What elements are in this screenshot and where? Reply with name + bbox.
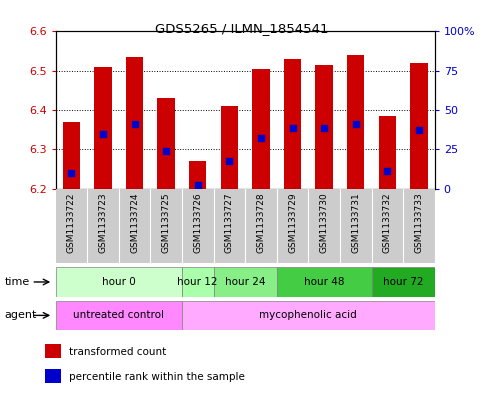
Text: time: time [5, 277, 30, 287]
Text: GSM1133727: GSM1133727 [225, 192, 234, 253]
Text: percentile rank within the sample: percentile rank within the sample [69, 372, 244, 382]
Bar [182, 189, 213, 263]
Text: mycophenolic acid: mycophenolic acid [259, 310, 357, 320]
Text: hour 0: hour 0 [102, 277, 136, 287]
Text: transformed count: transformed count [69, 347, 166, 357]
Bar [189, 161, 206, 189]
Bar [56, 189, 87, 263]
Bar [371, 189, 403, 263]
Bar [126, 57, 143, 189]
Point [320, 125, 328, 131]
Bar [284, 59, 301, 189]
Point [226, 158, 233, 164]
Bar [94, 67, 112, 189]
Text: GSM1133731: GSM1133731 [351, 192, 360, 253]
Bar [252, 69, 270, 189]
Text: GSM1133733: GSM1133733 [414, 192, 424, 253]
Point [99, 130, 107, 137]
Bar [182, 267, 213, 297]
Bar [87, 189, 119, 263]
Point [257, 134, 265, 141]
Text: hour 72: hour 72 [383, 277, 424, 287]
Bar [63, 122, 80, 189]
Text: untreated control: untreated control [73, 310, 164, 320]
Bar [379, 116, 396, 189]
Bar [347, 55, 364, 189]
Text: GSM1133726: GSM1133726 [193, 192, 202, 253]
Bar [213, 267, 277, 297]
Text: GSM1133725: GSM1133725 [162, 192, 170, 253]
Bar [45, 369, 61, 383]
Text: GSM1133729: GSM1133729 [288, 192, 297, 253]
Bar [213, 189, 245, 263]
Text: GSM1133728: GSM1133728 [256, 192, 266, 253]
Text: GSM1133730: GSM1133730 [320, 192, 328, 253]
Point [68, 170, 75, 176]
Bar [56, 267, 182, 297]
Bar [245, 189, 277, 263]
Bar [150, 189, 182, 263]
Text: agent: agent [5, 310, 37, 320]
Text: hour 48: hour 48 [304, 277, 344, 287]
Point [131, 121, 139, 127]
Bar [221, 106, 238, 189]
Bar [277, 189, 308, 263]
Bar [371, 267, 435, 297]
Bar [340, 189, 371, 263]
Bar [157, 98, 175, 189]
Bar [45, 344, 61, 358]
Point [352, 121, 359, 127]
Bar [308, 189, 340, 263]
Text: hour 12: hour 12 [177, 277, 218, 287]
Bar [315, 65, 333, 189]
Text: GDS5265 / ILMN_1854541: GDS5265 / ILMN_1854541 [155, 22, 328, 35]
Point [194, 182, 201, 188]
Text: GSM1133722: GSM1133722 [67, 192, 76, 253]
Text: GSM1133723: GSM1133723 [99, 192, 107, 253]
Text: GSM1133732: GSM1133732 [383, 192, 392, 253]
Point [384, 168, 391, 174]
Bar [410, 63, 427, 189]
Bar [56, 301, 182, 330]
Bar [182, 301, 435, 330]
Text: GSM1133724: GSM1133724 [130, 192, 139, 253]
Point [415, 127, 423, 133]
Text: hour 24: hour 24 [225, 277, 265, 287]
Bar [403, 189, 435, 263]
Bar [119, 189, 150, 263]
Point [289, 125, 297, 131]
Bar [277, 267, 371, 297]
Point [162, 148, 170, 154]
